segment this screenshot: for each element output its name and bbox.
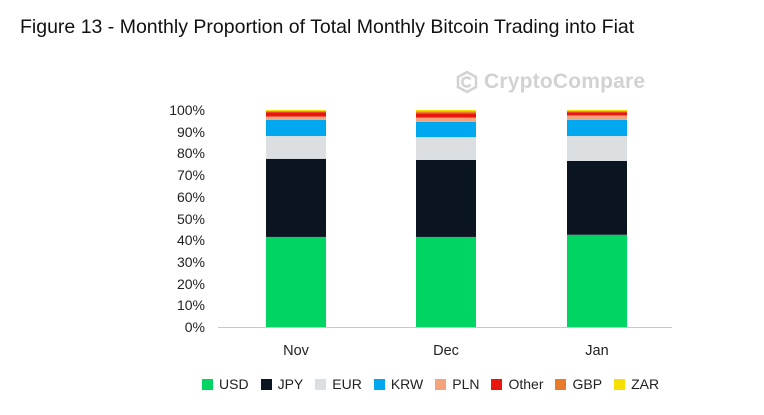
legend-swatch: [260, 378, 272, 390]
bar-segment-nov-pln: [266, 116, 326, 120]
bar-segment-dec-krw: [416, 121, 476, 138]
y-tick-label: 90%: [176, 123, 205, 140]
bar-segment-nov-krw: [266, 119, 326, 137]
y-tick-label: 0%: [184, 319, 205, 335]
legend-item-zar: ZAR: [614, 376, 659, 392]
bar-segment-dec-zar: [416, 110, 476, 112]
bar-segment-nov-other: [266, 112, 326, 117]
bar-segment-jan-other: [567, 112, 627, 116]
cryptocompare-watermark: CryptoCompare: [455, 70, 645, 94]
bar-segment-jan-usd: [567, 234, 627, 327]
x-tick-label: Nov: [283, 343, 309, 359]
bar-segment-dec-usd: [416, 236, 476, 327]
bar-segment-dec-jpy: [416, 159, 476, 237]
y-tick-label: 50%: [176, 210, 205, 227]
bar-segment-dec-other: [416, 113, 476, 118]
legend-swatch: [202, 378, 213, 390]
bar-segment-dec-eur: [416, 137, 476, 160]
legend-item-krw: KRW: [373, 376, 424, 392]
legend-label: GBP: [572, 376, 603, 392]
legend-item-gbp: GBP: [555, 376, 602, 392]
bar-segment-jan-eur: [567, 136, 627, 161]
bar-segment-jan-zar: [567, 110, 627, 112]
x-tick-label: Dec: [433, 343, 459, 359]
legend-label: PLN: [452, 376, 480, 392]
legend-item-usd: USD: [202, 376, 249, 392]
legend-label: Other: [508, 376, 544, 392]
bar-segment-nov-jpy: [266, 158, 326, 237]
bar-segment-nov-eur: [266, 136, 326, 159]
bar-segment-jan-krw: [567, 119, 627, 137]
bar-segment-nov-usd: [266, 236, 326, 327]
watermark-text: CryptoCompare: [484, 70, 646, 93]
bar-segment-jan-pln: [567, 115, 627, 120]
y-tick-label: 60%: [176, 188, 205, 205]
chart-title: Figure 13 - Monthly Proportion of Total …: [20, 16, 635, 38]
bar-segment-jan-gbp: [567, 111, 627, 113]
x-tick-label: Jan: [585, 343, 609, 359]
legend-swatch: [435, 378, 447, 390]
legend-swatch: [373, 378, 385, 390]
legend-label: ZAR: [631, 376, 660, 392]
bar-segment-nov-zar: [266, 110, 326, 112]
legend-item-eur: EUR: [315, 376, 362, 392]
cryptocompare-logo-icon: [456, 70, 478, 94]
legend-swatch: [315, 378, 327, 390]
bar-segment-dec-pln: [416, 117, 476, 122]
legend-swatch: [555, 378, 567, 390]
legend-item-other: Other: [491, 376, 543, 392]
legend-swatch: [491, 378, 503, 390]
legend-label: KRW: [390, 376, 424, 392]
y-tick-label: 40%: [176, 232, 205, 249]
y-tick-label: 100%: [169, 102, 205, 118]
y-tick-label: 10%: [176, 297, 205, 314]
legend-swatch: [614, 378, 626, 390]
y-tick-label: 80%: [176, 145, 205, 162]
legend-label: USD: [219, 376, 249, 392]
legend-label: EUR: [332, 376, 362, 392]
bar-segment-jan-jpy: [567, 160, 627, 235]
legend: USD JPY EUR KRW PLN Other GBP ZAR: [202, 376, 671, 392]
y-tick-label: 30%: [176, 253, 205, 270]
y-tick-label: 20%: [176, 275, 205, 292]
bar-segment-nov-gbp: [266, 111, 326, 113]
legend-label: JPY: [277, 376, 304, 392]
y-tick-label: 70%: [176, 167, 205, 184]
bar-segment-dec-gbp: [416, 111, 476, 114]
legend-item-jpy: JPY: [260, 376, 304, 392]
legend-item-pln: PLN: [435, 376, 479, 392]
